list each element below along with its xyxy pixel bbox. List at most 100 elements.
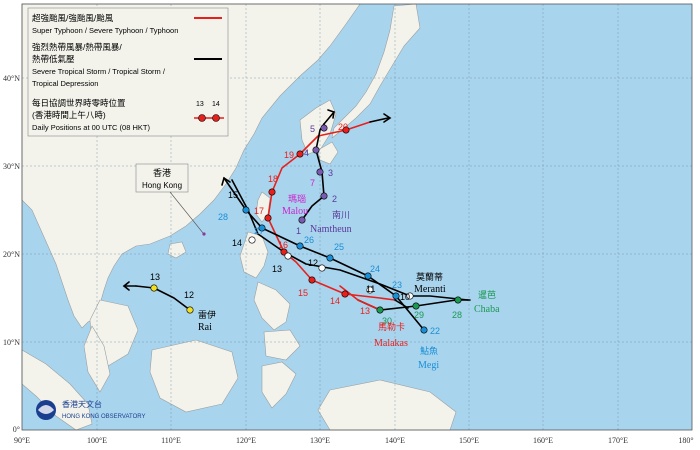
position-dot bbox=[318, 264, 326, 272]
day-label-megi: 23 bbox=[392, 280, 402, 290]
day-label-chaba: 28 bbox=[452, 310, 462, 320]
track-rai bbox=[135, 285, 191, 311]
day-labels: 13 14 15 16 17 18 19 20 22 23 24 25 26 2… bbox=[150, 122, 462, 336]
storm-name-rai-zh: 雷伊 bbox=[198, 309, 216, 320]
hk-label-en: Hong Kong bbox=[142, 181, 182, 190]
day-label-rai: 12 bbox=[184, 290, 194, 300]
legend: 超強颱風/強颱風/颱風 Super Typhoon / Severe Typho… bbox=[27, 7, 229, 137]
position-dot bbox=[248, 236, 256, 244]
philippine-islands bbox=[253, 281, 291, 331]
position-dot bbox=[364, 272, 372, 280]
sumatra bbox=[21, 349, 93, 431]
storm-names: 馬勒卡 Malakas 鮎魚 Megi 莫蘭蒂 Meranti 暹芭 Chaba… bbox=[198, 193, 500, 371]
arrow-icon bbox=[221, 176, 231, 186]
arrow-icon bbox=[223, 177, 247, 211]
lon-label: 150°E bbox=[459, 436, 479, 445]
legend-black-zh1: 強烈熱帶風暴/熱帶風暴/ bbox=[32, 42, 122, 52]
hong-kong-marker: 香港 Hong Kong bbox=[135, 163, 206, 236]
lon-label: 170°E bbox=[608, 436, 628, 445]
lon-label: 100°E bbox=[87, 436, 107, 445]
storm-name-meranti-en: Meranti bbox=[414, 284, 446, 295]
arrow-icon bbox=[327, 109, 335, 119]
position-dot bbox=[242, 206, 250, 214]
day-label-chaba: 4 bbox=[304, 148, 309, 158]
position-dot bbox=[406, 292, 414, 300]
position-dot bbox=[150, 284, 158, 292]
legend-sample-dot bbox=[198, 114, 206, 122]
position-dot bbox=[298, 216, 306, 224]
legend-daily-en: Daily Positions at 00 UTC (08 HKT) bbox=[32, 123, 150, 132]
position-dot bbox=[412, 302, 420, 310]
day-label-malou: 7 bbox=[310, 178, 315, 188]
lat-label: 10°N bbox=[3, 338, 20, 347]
sulawesi bbox=[261, 361, 297, 409]
position-dot bbox=[284, 252, 292, 260]
lon-label: 90°E bbox=[14, 436, 30, 445]
day-label-chaba: 30 bbox=[382, 316, 392, 326]
storm-name-namtheun-zh: 南川 bbox=[332, 209, 350, 220]
daily-positions bbox=[150, 124, 462, 334]
legend-sample-day1: 13 bbox=[196, 101, 204, 108]
hk-label-box bbox=[135, 163, 189, 193]
day-label-chaba: 1 bbox=[296, 226, 301, 236]
storm-name-malakas-zh: 馬勒卡 bbox=[378, 321, 405, 332]
position-dot bbox=[186, 306, 194, 314]
lat-label: 0° bbox=[13, 425, 20, 434]
hko-logo: 香港天文台 HONG KONG OBSERVATORY bbox=[36, 399, 145, 420]
hk-label-zh: 香港 bbox=[153, 167, 171, 178]
position-dot bbox=[320, 192, 328, 200]
day-label-megi: 26 bbox=[304, 235, 314, 245]
day-label-megi: 28 bbox=[218, 212, 228, 222]
day-label-megi: 27 bbox=[254, 226, 264, 236]
storm-name-megi-en: Megi bbox=[418, 360, 439, 371]
legend-daily-zh2: (香港時間上午八時) bbox=[32, 110, 106, 120]
hk-point bbox=[202, 232, 206, 236]
day-label-chaba: 29 bbox=[414, 310, 424, 320]
map-frame bbox=[21, 3, 693, 431]
day-label-chaba: 3 bbox=[328, 168, 333, 178]
lon-label: 130°E bbox=[310, 436, 330, 445]
day-label-meranti: 12 bbox=[308, 258, 318, 268]
storm-name-meranti-zh: 莫蘭蒂 bbox=[416, 271, 443, 282]
latitude-labels: 0° 10°N 20°N 30°N 40°N bbox=[3, 74, 20, 434]
day-label-malakas: 15 bbox=[298, 288, 308, 298]
lat-label: 20°N bbox=[3, 250, 20, 259]
position-dot bbox=[392, 292, 400, 300]
storm-name-chaba-en: Chaba bbox=[474, 304, 500, 315]
grid bbox=[22, 4, 692, 430]
arrow-icon bbox=[369, 117, 389, 123]
storm-name-malou-en: Malou bbox=[282, 206, 308, 217]
position-dot bbox=[296, 242, 304, 250]
legend-black-en2: Tropical Depression bbox=[32, 79, 98, 88]
malay-peninsula bbox=[83, 325, 111, 393]
position-dot bbox=[268, 188, 276, 196]
legend-black-en1: Severe Tropical Storm / Tropical Storm / bbox=[32, 67, 166, 76]
position-dot bbox=[320, 124, 328, 132]
day-label-meranti: 15 bbox=[228, 190, 238, 200]
position-dot bbox=[376, 306, 384, 314]
storm-name-malakas-en: Malakas bbox=[374, 338, 408, 349]
position-dot bbox=[264, 214, 272, 222]
storm-name-megi-zh: 鮎魚 bbox=[420, 345, 438, 356]
position-dot bbox=[308, 276, 316, 284]
hko-logo-swirl bbox=[38, 405, 54, 414]
lat-label: 30°N bbox=[3, 162, 20, 171]
day-label-malakas: 20 bbox=[338, 122, 348, 132]
day-label-chaba: 2 bbox=[332, 194, 337, 204]
storm-name-chaba-zh: 暹芭 bbox=[478, 289, 496, 300]
legend-red-zh: 超強颱風/強颱風/颱風 bbox=[32, 13, 114, 23]
lon-label: 180° bbox=[678, 436, 693, 445]
lat-label: 40°N bbox=[3, 74, 20, 83]
day-label-meranti: 11 bbox=[366, 284, 375, 294]
track-arrows bbox=[122, 109, 392, 291]
arrow-icon bbox=[122, 281, 130, 291]
day-label-malakas: 19 bbox=[284, 150, 294, 160]
luzon bbox=[239, 231, 269, 279]
hainan bbox=[167, 241, 187, 259]
day-label-malakas: 16 bbox=[278, 240, 288, 250]
position-dot bbox=[296, 150, 304, 158]
taiwan bbox=[255, 191, 271, 223]
position-dot bbox=[258, 224, 266, 232]
lon-label: 120°E bbox=[236, 436, 256, 445]
